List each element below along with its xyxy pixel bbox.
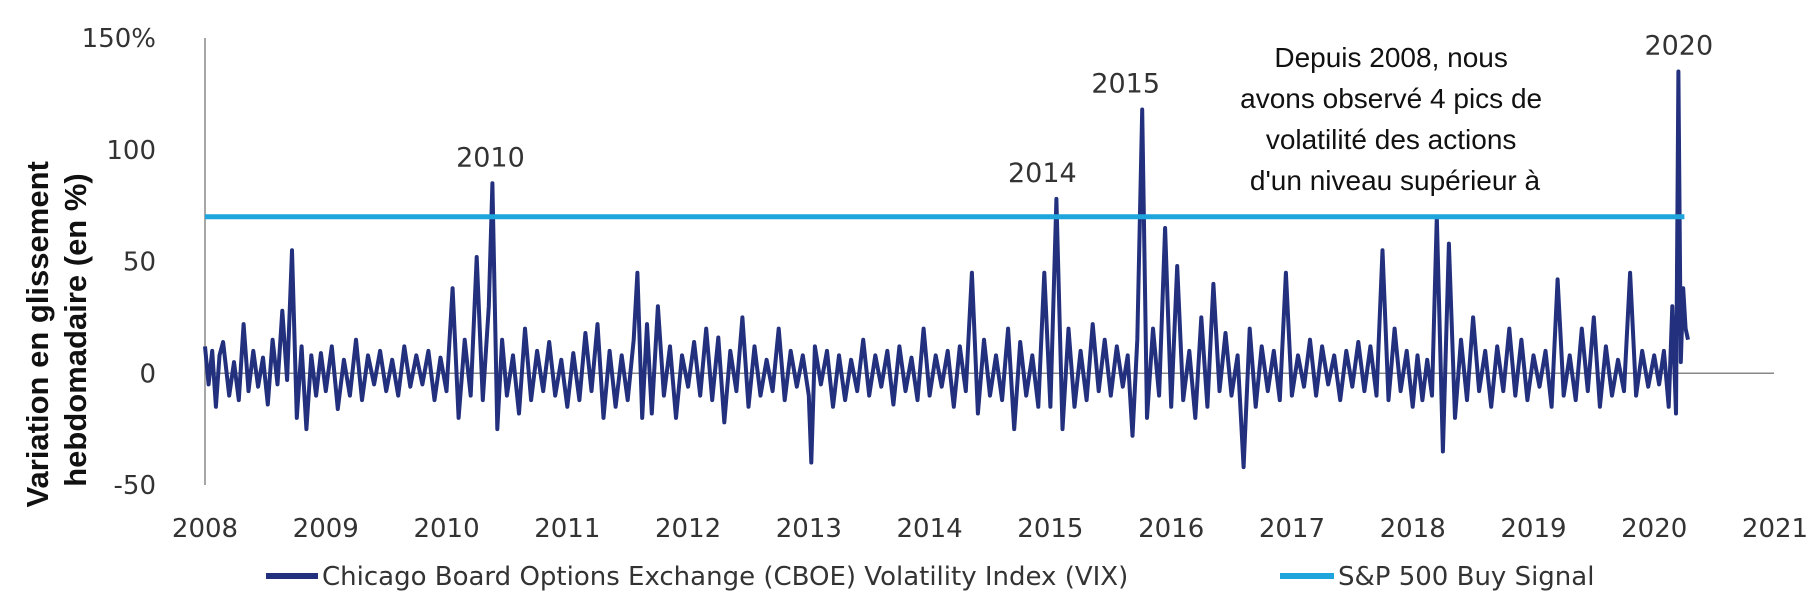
annotation-line-1: Depuis 2008, nous bbox=[1274, 42, 1508, 73]
annotation-line-4: d'un niveau supérieur à bbox=[1250, 165, 1541, 196]
legend-label-vix: Chicago Board Options Exchange (CBOE) Vo… bbox=[322, 562, 1128, 592]
y-axis-label: Variation en glissement hebdomadaire (en… bbox=[20, 153, 93, 508]
x-tick-label: 2013 bbox=[776, 514, 842, 544]
x-tick-label: 2012 bbox=[655, 514, 721, 544]
x-tick-label: 2010 bbox=[413, 514, 479, 544]
legend-label-buy-signal: S&P 500 Buy Signal bbox=[1338, 562, 1594, 592]
x-tick-labels: 2008 2009 2010 2011 2012 2013 2014 2015 2016 2017… bbox=[172, 514, 1808, 544]
y-tick-label: 100 bbox=[106, 136, 156, 166]
annotation-line-3: volatilité des actions bbox=[1266, 124, 1517, 155]
x-tick-label: 2011 bbox=[534, 514, 600, 544]
peak-label-2010: 2010 bbox=[456, 142, 525, 173]
peak-labels: 2010 2014 2015 2020 bbox=[456, 31, 1713, 189]
y-tick-label: -50 bbox=[114, 471, 156, 501]
series-group bbox=[203, 69, 1690, 470]
y-tick-label: 0 bbox=[139, 359, 156, 389]
y-tick-label: 150% bbox=[82, 24, 156, 54]
y-axis-label-line-1: Variation en glissement bbox=[20, 161, 55, 507]
peak-label-2014: 2014 bbox=[1008, 158, 1077, 189]
legend: Chicago Board Options Exchange (CBOE) Vo… bbox=[266, 562, 1594, 592]
y-tick-label: 50 bbox=[123, 248, 156, 278]
x-tick-label: 2015 bbox=[1017, 514, 1083, 544]
x-tick-label: 2020 bbox=[1621, 514, 1687, 544]
annotation-line-2: avons observé 4 pics de bbox=[1240, 83, 1542, 114]
x-tick-label: 2014 bbox=[897, 514, 963, 544]
x-tick-label: 2016 bbox=[1138, 514, 1204, 544]
series-line-vix bbox=[203, 69, 1690, 470]
x-tick-label: 2017 bbox=[1259, 514, 1325, 544]
y-axis-label-line-2: hebdomadaire (en %) bbox=[58, 173, 93, 487]
x-tick-label: 2019 bbox=[1500, 514, 1566, 544]
x-tick-label: 2008 bbox=[172, 514, 238, 544]
peak-label-2020: 2020 bbox=[1644, 31, 1713, 62]
peak-label-2015: 2015 bbox=[1091, 69, 1160, 100]
x-tick-label: 2021 bbox=[1742, 514, 1808, 544]
x-tick-label: 2018 bbox=[1380, 514, 1446, 544]
annotation-text: Depuis 2008, nous avons observé 4 pics d… bbox=[1240, 42, 1550, 196]
x-tick-label: 2009 bbox=[293, 514, 359, 544]
y-tick-labels: 150% 100 50 0 -50 bbox=[82, 24, 156, 501]
